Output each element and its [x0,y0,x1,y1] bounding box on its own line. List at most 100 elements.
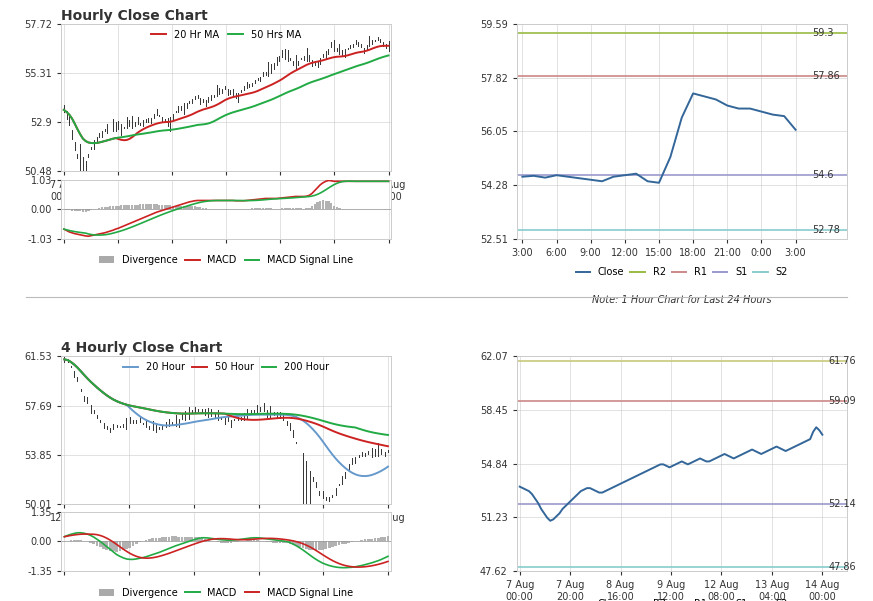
Bar [148,539,151,542]
Bar [109,206,112,209]
Bar [344,542,347,543]
Bar [223,542,226,543]
Bar [106,542,108,550]
Legend: 20 Hour, 50 Hour, 200 Hour: 20 Hour, 50 Hour, 200 Hour [120,358,333,376]
Bar [141,204,144,209]
Bar [276,542,278,543]
Bar [331,542,333,548]
Bar [288,542,292,544]
Bar [87,209,90,212]
Bar [76,540,79,542]
Bar [82,209,84,212]
Bar [361,540,363,542]
Bar [334,542,337,546]
Bar [286,208,289,209]
Bar [76,209,79,211]
Bar [172,206,174,209]
Bar [120,206,122,209]
Bar [282,542,285,543]
Bar [327,542,331,548]
Bar [377,538,380,542]
Bar [163,205,166,209]
Bar [122,542,125,551]
Bar [71,209,73,211]
Bar [112,206,114,209]
Bar [153,204,155,209]
Bar [387,537,389,542]
Bar [226,542,230,543]
Bar [155,538,157,542]
Bar [171,537,174,542]
Bar [202,208,204,209]
Bar [98,208,100,209]
Legend: Divergence, MACD, MACD Signal Line: Divergence, MACD, MACD Signal Line [95,584,357,601]
Bar [314,542,318,551]
Bar [338,542,340,546]
Bar [383,537,386,542]
Legend: Close, R2, R1, S1, S2: Close, R2, R1, S1, S2 [572,263,792,281]
Bar [85,209,86,212]
Bar [190,537,193,542]
Bar [289,208,292,209]
Bar [318,542,320,551]
Bar [207,540,210,542]
Bar [370,538,373,542]
Bar [256,540,258,542]
Bar [204,208,207,209]
Bar [175,206,177,209]
Bar [134,204,136,209]
Bar [139,204,141,209]
Bar [136,204,139,209]
Bar [96,542,99,546]
Bar [313,204,316,209]
Bar [220,542,223,543]
Bar [155,204,158,209]
Bar [138,542,141,543]
Bar [93,542,95,545]
Bar [117,206,120,209]
Bar [101,207,103,209]
Bar [167,206,168,209]
Text: 54.6: 54.6 [813,170,835,180]
Bar [102,542,105,549]
Bar [158,205,161,209]
Bar [311,206,313,209]
Bar [150,204,152,209]
Bar [364,539,367,542]
Bar [164,537,167,542]
Text: Note: 1 Hour Chart for Last 24 Hours: Note: 1 Hour Chart for Last 24 Hours [592,295,772,305]
Bar [196,207,199,209]
Bar [330,204,333,209]
Bar [308,542,311,549]
Bar [177,537,180,542]
Bar [305,542,307,549]
Text: 61.76: 61.76 [828,356,856,366]
Bar [325,542,327,549]
Bar [70,540,72,542]
Legend: Divergence, MACD, MACD Signal Line: Divergence, MACD, MACD Signal Line [95,251,357,269]
Bar [128,205,130,209]
Bar [184,537,187,542]
Bar [347,542,350,543]
Bar [316,203,319,209]
Bar [380,537,383,542]
Bar [66,541,69,542]
Bar [68,209,71,210]
Bar [250,540,252,542]
Legend: Close, R2, R1, S1, S2: Close, R2, R1, S1, S2 [572,596,792,601]
Bar [114,206,117,209]
Bar [189,206,190,209]
Bar [325,201,327,209]
Bar [107,207,108,209]
Bar [243,541,245,542]
Legend: 20 Hr MA, 50 Hrs MA: 20 Hr MA, 50 Hrs MA [148,26,305,44]
Bar [262,208,265,209]
Bar [135,542,138,544]
Bar [161,205,163,209]
Bar [278,542,281,543]
Bar [79,540,82,542]
Bar [145,540,148,542]
Bar [158,537,161,542]
Bar [180,206,182,209]
Bar [79,209,81,212]
